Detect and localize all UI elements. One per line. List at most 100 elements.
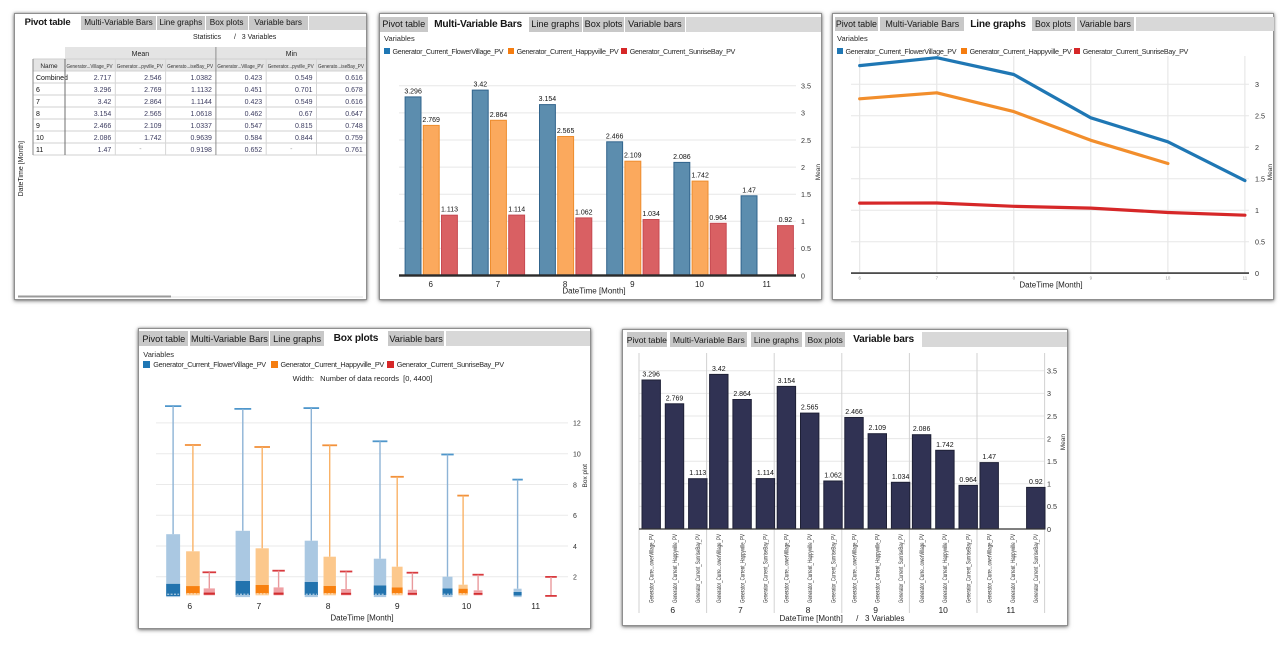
svg-text:2.546: 2.546 (144, 75, 162, 82)
svg-text:0.5: 0.5 (801, 244, 811, 253)
svg-text:Generator_Current_SunriseBay_P: Generator_Current_SunriseBay_PV (763, 533, 770, 603)
svg-text:2.565: 2.565 (801, 405, 819, 412)
svg-text:11: 11 (36, 147, 43, 154)
svg-text:Generato...iseBay_PV: Generato...iseBay_PV (318, 64, 364, 70)
svg-text:2: 2 (1255, 143, 1259, 152)
svg-text:0: 0 (801, 271, 805, 280)
svg-text:Generator_Current_SunriseBay_P: Generator_Current_SunriseBay_PV (898, 533, 905, 603)
svg-text:10: 10 (1165, 276, 1170, 281)
svg-text:0.584: 0.584 (245, 135, 263, 142)
svg-text:3.5: 3.5 (801, 82, 811, 91)
svg-text:11: 11 (1243, 276, 1248, 281)
svg-text:0.462: 0.462 (245, 111, 263, 118)
svg-text:1.5: 1.5 (1047, 457, 1057, 466)
svg-text:1: 1 (1255, 206, 1259, 215)
svg-text:1.034: 1.034 (892, 474, 910, 481)
svg-text:2.086: 2.086 (913, 426, 931, 433)
svg-text:0.647: 0.647 (345, 111, 363, 118)
svg-text:1.0382: 1.0382 (190, 75, 212, 82)
svg-text:2.109: 2.109 (869, 425, 887, 432)
svg-text:DateTime [Month]: DateTime [Month] (330, 614, 393, 623)
svg-text:0.964: 0.964 (709, 215, 727, 222)
svg-text:0: 0 (1047, 525, 1051, 534)
svg-text:0.616: 0.616 (345, 75, 363, 82)
svg-text:1.47: 1.47 (982, 454, 996, 461)
svg-text:2.086: 2.086 (94, 135, 112, 142)
svg-text:2.864: 2.864 (144, 99, 162, 106)
svg-text:9: 9 (630, 280, 635, 289)
svg-text:1.742: 1.742 (691, 173, 709, 180)
svg-text:8: 8 (36, 111, 40, 118)
svg-text:Generator_Curre...owerVillage_: Generator_Curre...owerVillage_PV (987, 533, 994, 603)
svg-text:9: 9 (395, 601, 400, 611)
svg-text:1.114: 1.114 (757, 470, 774, 477)
svg-text:11: 11 (531, 601, 540, 611)
svg-text:DateTime [Month]: DateTime [Month] (562, 287, 625, 296)
svg-text:7: 7 (496, 280, 501, 289)
svg-text:8: 8 (806, 605, 811, 615)
svg-text:2.717: 2.717 (94, 75, 112, 82)
svg-text:3.42: 3.42 (473, 82, 487, 89)
svg-text:1: 1 (1047, 480, 1051, 489)
svg-text:Generator_Current_Happyville_P: Generator_Current_Happyville_PV (739, 533, 746, 603)
svg-text:6: 6 (573, 513, 577, 520)
svg-text:3.296: 3.296 (94, 87, 112, 94)
svg-text:1.742: 1.742 (144, 135, 162, 142)
svg-text:8: 8 (326, 601, 331, 611)
svg-text:Generator_Current_SunriseBay_P: Generator_Current_SunriseBay_PV (1033, 533, 1040, 603)
svg-text:3.5: 3.5 (1047, 367, 1057, 376)
svg-text:0.549: 0.549 (295, 75, 313, 82)
svg-text:2: 2 (1047, 434, 1051, 443)
svg-text:Generator_Current_Happyville_P: Generator_Current_Happyville_PV (1010, 533, 1017, 603)
svg-text:3.296: 3.296 (404, 88, 422, 95)
svg-text:1.113: 1.113 (441, 207, 458, 214)
svg-text:10: 10 (573, 452, 581, 459)
svg-text:0.616: 0.616 (345, 99, 363, 106)
svg-text:10: 10 (462, 601, 472, 611)
svg-text:Min: Min (286, 51, 297, 58)
svg-text:2.769: 2.769 (666, 395, 684, 402)
svg-text:0.652: 0.652 (245, 147, 263, 154)
svg-text:0.451: 0.451 (245, 87, 263, 94)
svg-text:10: 10 (938, 605, 948, 615)
svg-text:Generator_Curre...owerVillage_: Generator_Curre...owerVillage_PV (649, 533, 656, 603)
svg-text:4: 4 (573, 544, 577, 551)
svg-text:8: 8 (1013, 276, 1016, 281)
svg-text:2.5: 2.5 (1255, 112, 1265, 121)
svg-text:Generato...iseBay_PV: Generato...iseBay_PV (167, 64, 213, 70)
svg-text:2.109: 2.109 (624, 153, 642, 160)
svg-text:1.062: 1.062 (824, 473, 842, 480)
svg-text:0.964: 0.964 (959, 477, 977, 484)
svg-text:-: - (290, 146, 293, 153)
svg-text:Generator...pyville_PV: Generator...pyville_PV (268, 64, 314, 70)
svg-text:2.565: 2.565 (557, 128, 575, 135)
svg-text:12: 12 (573, 421, 581, 428)
svg-text:Generator_Curre...owerVillage_: Generator_Curre...owerVillage_PV (716, 533, 723, 603)
svg-text:1: 1 (801, 217, 805, 226)
svg-text:7: 7 (257, 601, 262, 611)
svg-text:7: 7 (936, 276, 939, 281)
svg-text:1.0618: 1.0618 (190, 111, 212, 118)
svg-text:6: 6 (428, 280, 433, 289)
svg-text:1.034: 1.034 (642, 211, 660, 218)
svg-text:0.9639: 0.9639 (190, 135, 212, 142)
svg-text:0.423: 0.423 (245, 75, 263, 82)
svg-text:3.154: 3.154 (94, 111, 112, 118)
svg-text:0.9198: 0.9198 (190, 147, 212, 154)
svg-text:2: 2 (801, 163, 805, 172)
svg-text:-: - (139, 146, 142, 153)
svg-text:2.5: 2.5 (801, 136, 811, 145)
svg-text:0.761: 0.761 (345, 147, 363, 154)
svg-text:11: 11 (1006, 605, 1015, 615)
svg-text:1.0337: 1.0337 (190, 123, 212, 130)
svg-text:Generator_Curre...owerVillage_: Generator_Curre...owerVillage_PV (851, 533, 858, 603)
svg-text:10: 10 (695, 280, 704, 289)
svg-text:0.5: 0.5 (1255, 238, 1265, 247)
svg-text:3.42: 3.42 (98, 99, 112, 106)
svg-text:0.423: 0.423 (245, 99, 263, 106)
svg-text:2.466: 2.466 (845, 409, 863, 416)
svg-text:0.92: 0.92 (1029, 479, 1043, 486)
svg-text:2.466: 2.466 (606, 133, 624, 140)
svg-text:8: 8 (573, 482, 577, 489)
svg-text:6: 6 (670, 605, 675, 615)
